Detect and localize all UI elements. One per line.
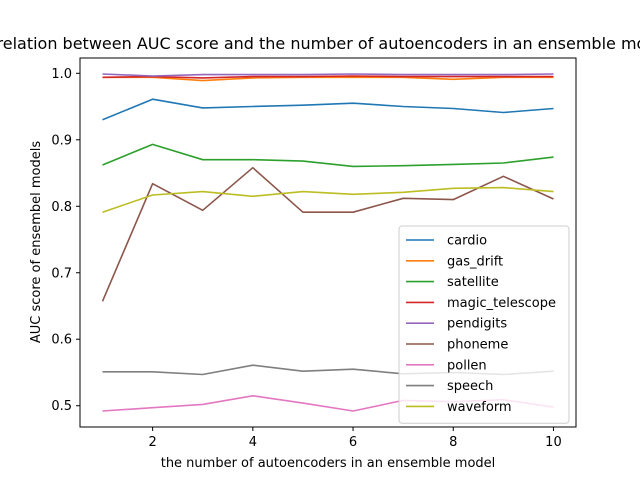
y-tick-label: 0.6 <box>51 333 72 348</box>
legend-label-phoneme: phoneme <box>447 338 508 353</box>
legend-label-waveform: waveform <box>447 400 512 415</box>
y-tick-label: 0.9 <box>51 133 72 148</box>
legend: cardio gas_drift satellite magic_telescopep… <box>398 225 570 424</box>
legend-label-magic_telescope: magic_telescope <box>447 296 556 311</box>
legend-label-pollen: pollen <box>447 358 487 373</box>
plot-area <box>79 57 577 428</box>
legend-label-satellite: satellite <box>447 275 499 290</box>
x-tick-label: 10 <box>545 435 562 450</box>
legend-box <box>398 225 570 424</box>
x-axis-label: the number of autoencoders in an ensembl… <box>161 456 496 471</box>
legend-label-speech: speech <box>447 379 493 394</box>
y-tick-label: 1.0 <box>51 67 72 82</box>
legend-label-gas_drift: gas_drift <box>447 254 503 269</box>
y-tick-label: 0.8 <box>51 200 72 215</box>
chart-title: Correlation between AUC score and the nu… <box>0 34 640 53</box>
series-line-pendigits <box>102 73 554 77</box>
x-axis: 2 4 6 8 10 <box>149 427 562 450</box>
series-line-gas_drift <box>102 76 554 82</box>
legend-label-cardio: cardio <box>447 234 487 249</box>
x-tick-label: 6 <box>349 435 357 450</box>
y-axis-label: AUC score of ensembel models <box>29 141 44 343</box>
legend-label-pendigits: pendigits <box>447 317 507 332</box>
y-tick-label: 0.7 <box>51 266 72 281</box>
series-line-waveform <box>102 186 554 213</box>
series-line-cardio <box>102 98 554 121</box>
y-tick-label: 0.5 <box>51 399 72 414</box>
series-line-satellite <box>102 143 554 168</box>
x-tick-label: 8 <box>449 435 457 450</box>
series-line-magic_telescope <box>102 75 554 79</box>
x-tick-label: 2 <box>149 435 157 450</box>
y-axis: 0.5 0.6 0.7 0.8 0.9 1.0 <box>51 67 80 414</box>
x-tick-label: 4 <box>249 435 257 450</box>
series-layer <box>101 73 554 412</box>
